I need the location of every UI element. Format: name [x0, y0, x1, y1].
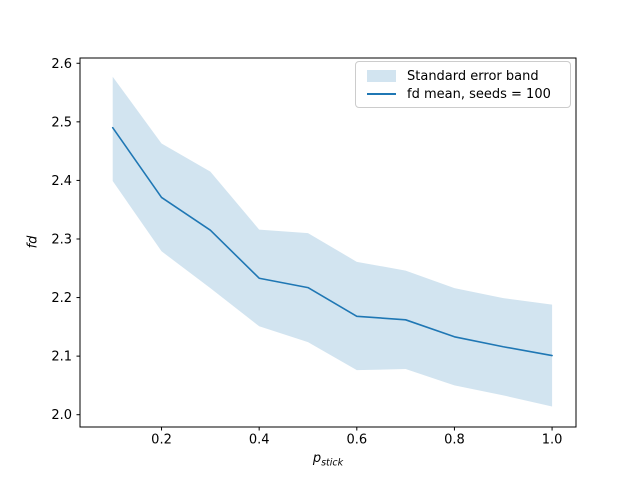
y-tick-label: 2.1	[51, 350, 72, 365]
legend-item-mean: fd mean, seeds = 100	[367, 86, 562, 102]
x-axis-label-subscript: stick	[321, 457, 344, 469]
std-error-band	[112, 76, 553, 407]
y-tick-label: 2.0	[51, 408, 72, 423]
y-tick-label: 2.3	[51, 232, 72, 247]
x-tick-label: 0.8	[444, 433, 465, 448]
x-tick-label: 0.4	[249, 433, 270, 448]
mean-line	[111, 126, 553, 357]
legend-label-band: Standard error band	[407, 68, 539, 84]
y-tick-label: 2.5	[51, 115, 72, 130]
x-axis-label: pstick	[80, 451, 576, 469]
x-tick-label: 1.0	[542, 433, 563, 448]
x-tick-label: 0.2	[151, 433, 172, 448]
legend-label-mean: fd mean, seeds = 100	[407, 86, 551, 102]
y-axis-label: fd	[26, 236, 41, 249]
legend-item-band: Standard error band	[367, 68, 562, 84]
y-tick-label: 2.4	[51, 174, 72, 189]
x-axis-label-base: p	[312, 451, 322, 466]
y-tick-label: 2.6	[51, 57, 72, 72]
x-tick-label: 0.6	[346, 433, 367, 448]
plot-border	[79, 57, 577, 428]
line-swatch-icon	[367, 93, 396, 95]
y-tick-label: 2.2	[51, 291, 72, 306]
band-swatch-icon	[367, 70, 396, 82]
legend: Standard error band fd mean, seeds = 100	[355, 61, 571, 108]
y-axis-label-text: fd	[25, 235, 41, 249]
